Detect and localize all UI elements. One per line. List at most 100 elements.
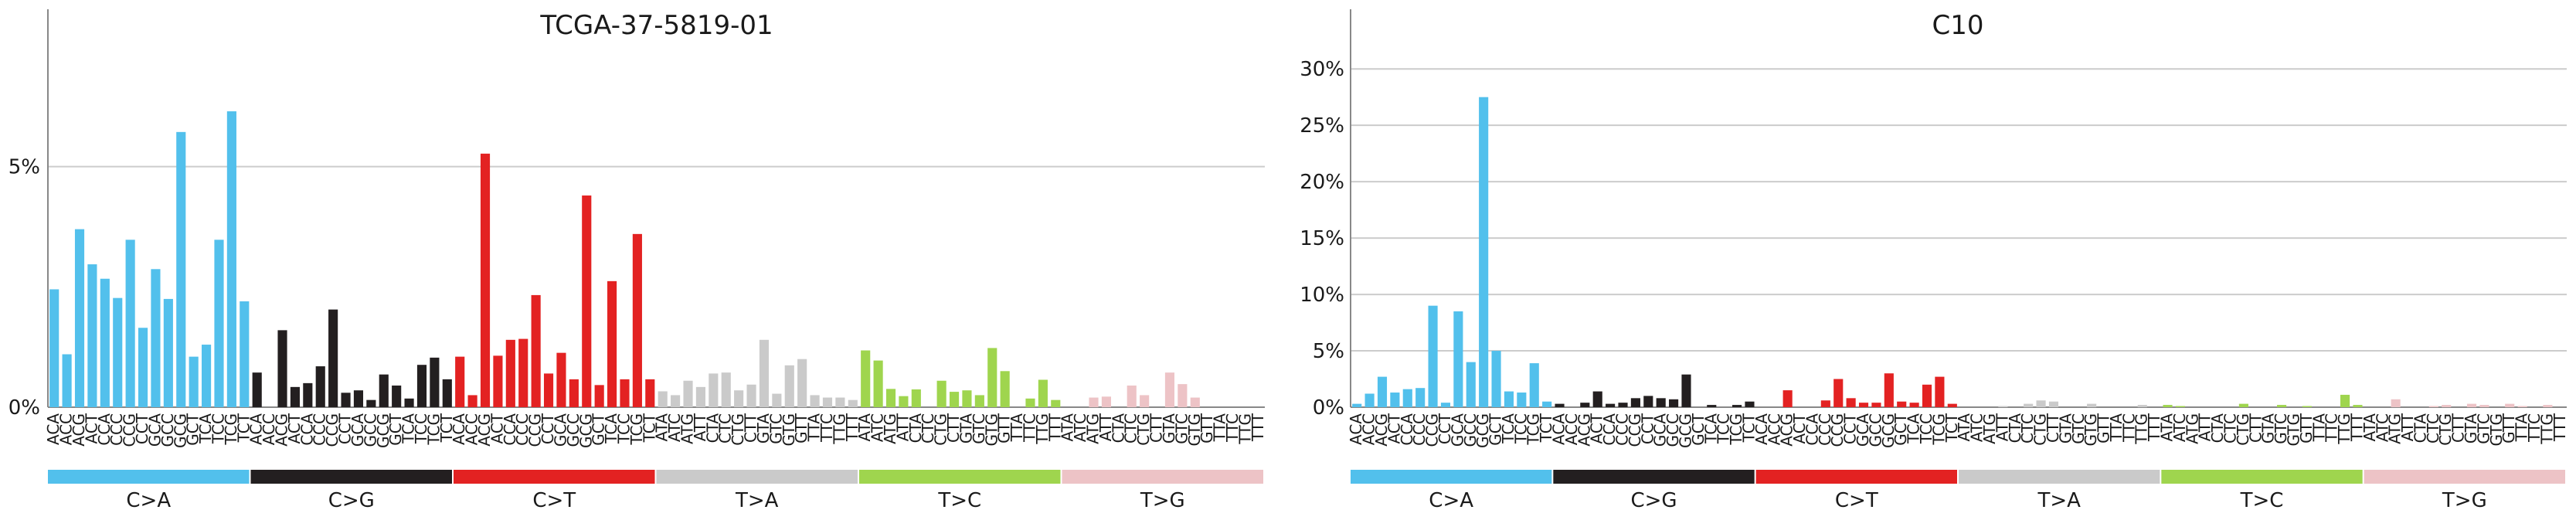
context-label: GCC (158, 413, 177, 447)
context-label: TTG (830, 413, 848, 445)
bar (2517, 406, 2527, 407)
bar (1606, 403, 1616, 407)
bar (442, 379, 452, 407)
context-label: GTT (2297, 413, 2316, 444)
y-tick-label: 0% (8, 396, 40, 420)
bar (683, 380, 693, 407)
bar (1592, 391, 1602, 407)
context-label: TTC (1223, 413, 1242, 443)
context-label: TTC (817, 413, 836, 443)
context-label: GTT (2095, 413, 2113, 444)
bar (1089, 397, 1099, 407)
context-label: CTA (2411, 413, 2429, 444)
bar (176, 131, 186, 408)
group-band (1062, 470, 1263, 484)
bar (1542, 401, 1552, 407)
bar (430, 357, 440, 407)
bar (1669, 399, 1679, 407)
context-label: GCA (348, 413, 367, 447)
bar (2175, 406, 2185, 407)
bar (1935, 376, 1945, 407)
bar (721, 372, 731, 407)
context-label: CTC (2424, 413, 2442, 444)
bar (1618, 403, 1628, 407)
context-label: CTG (2436, 413, 2455, 446)
bar (163, 298, 173, 407)
bar (2036, 400, 2046, 407)
bar (861, 350, 871, 407)
context-label: CTG (729, 413, 747, 446)
context-label: CCT (1436, 413, 1454, 444)
context-label: ACT (1588, 413, 1606, 444)
bar (1909, 403, 1919, 407)
bar (645, 379, 655, 407)
context-label: ACA (1550, 413, 1568, 445)
context-label: ATT (2196, 413, 2214, 441)
bar (1178, 384, 1188, 407)
context-label: TCC (209, 413, 227, 444)
context-label: GCG (576, 413, 595, 448)
y-tick-label: 5% (1313, 340, 1344, 363)
bar (62, 354, 72, 407)
context-label: TTT (1045, 413, 1064, 442)
chart-title: TCGA-37-5819-01 (539, 10, 773, 41)
group-band (1959, 470, 2160, 484)
bar (2466, 403, 2477, 407)
context-label: TTG (2537, 413, 2556, 445)
bar (1164, 372, 1175, 407)
context-label: ATA (855, 413, 874, 442)
bar (125, 240, 135, 407)
context-label: GTA (2259, 413, 2278, 444)
context-label: TCA (196, 413, 215, 444)
context-label: TTT (1249, 413, 1267, 442)
y-tick-label: 25% (1300, 114, 1344, 138)
context-label: TCC (614, 413, 633, 444)
bar (1643, 396, 1653, 407)
bar (607, 280, 617, 407)
context-label: ATA (1955, 413, 1973, 442)
context-label: CTT (2044, 413, 2062, 443)
bar (74, 229, 85, 407)
bar (2391, 399, 2401, 407)
context-label: CTT (1147, 413, 1166, 443)
context-label: CCA (501, 413, 519, 446)
context-label: TTG (1033, 413, 1052, 445)
context-label: CCT (539, 413, 557, 444)
bar (1846, 398, 1856, 407)
context-label: TCG (627, 413, 646, 446)
context-label: TCC (1917, 413, 1935, 444)
context-label: TCG (1727, 413, 1745, 446)
bar (1529, 363, 1539, 407)
context-label: ACG (1778, 413, 1796, 447)
bar (1732, 405, 1742, 407)
panel-signature-c10: C10 0%5%10%15%20%25%30%ACAACCACGACTCCACC… (1300, 9, 2569, 512)
context-label: TCA (399, 413, 418, 444)
bar (671, 395, 681, 407)
group-label: C>T (532, 489, 576, 512)
bar (2442, 405, 2452, 407)
context-label: ACT (82, 413, 100, 444)
context-label: TCC (1511, 413, 1530, 444)
bar (974, 395, 984, 407)
context-label: GTG (2487, 413, 2506, 447)
group-band (2161, 470, 2363, 484)
bar (1352, 403, 1362, 407)
group-label: T>G (1140, 489, 1185, 512)
context-label: CTA (2208, 413, 2227, 444)
bar (1101, 396, 1111, 407)
bar (1517, 393, 1527, 407)
context-label: GCA (1854, 413, 1872, 447)
context-label: ACG (273, 413, 291, 447)
group-label: T>C (2240, 489, 2284, 512)
bar (620, 379, 630, 407)
bar (1428, 305, 1438, 407)
context-label: CCC (1613, 413, 1632, 446)
bar (2428, 406, 2438, 407)
group-band (656, 470, 858, 484)
bar (1000, 371, 1010, 407)
chart-title: C10 (1932, 10, 1983, 41)
bar (2543, 405, 2553, 407)
bar (416, 365, 427, 407)
context-label: GTT (2500, 413, 2518, 444)
context-label: ACC (1360, 413, 1378, 445)
